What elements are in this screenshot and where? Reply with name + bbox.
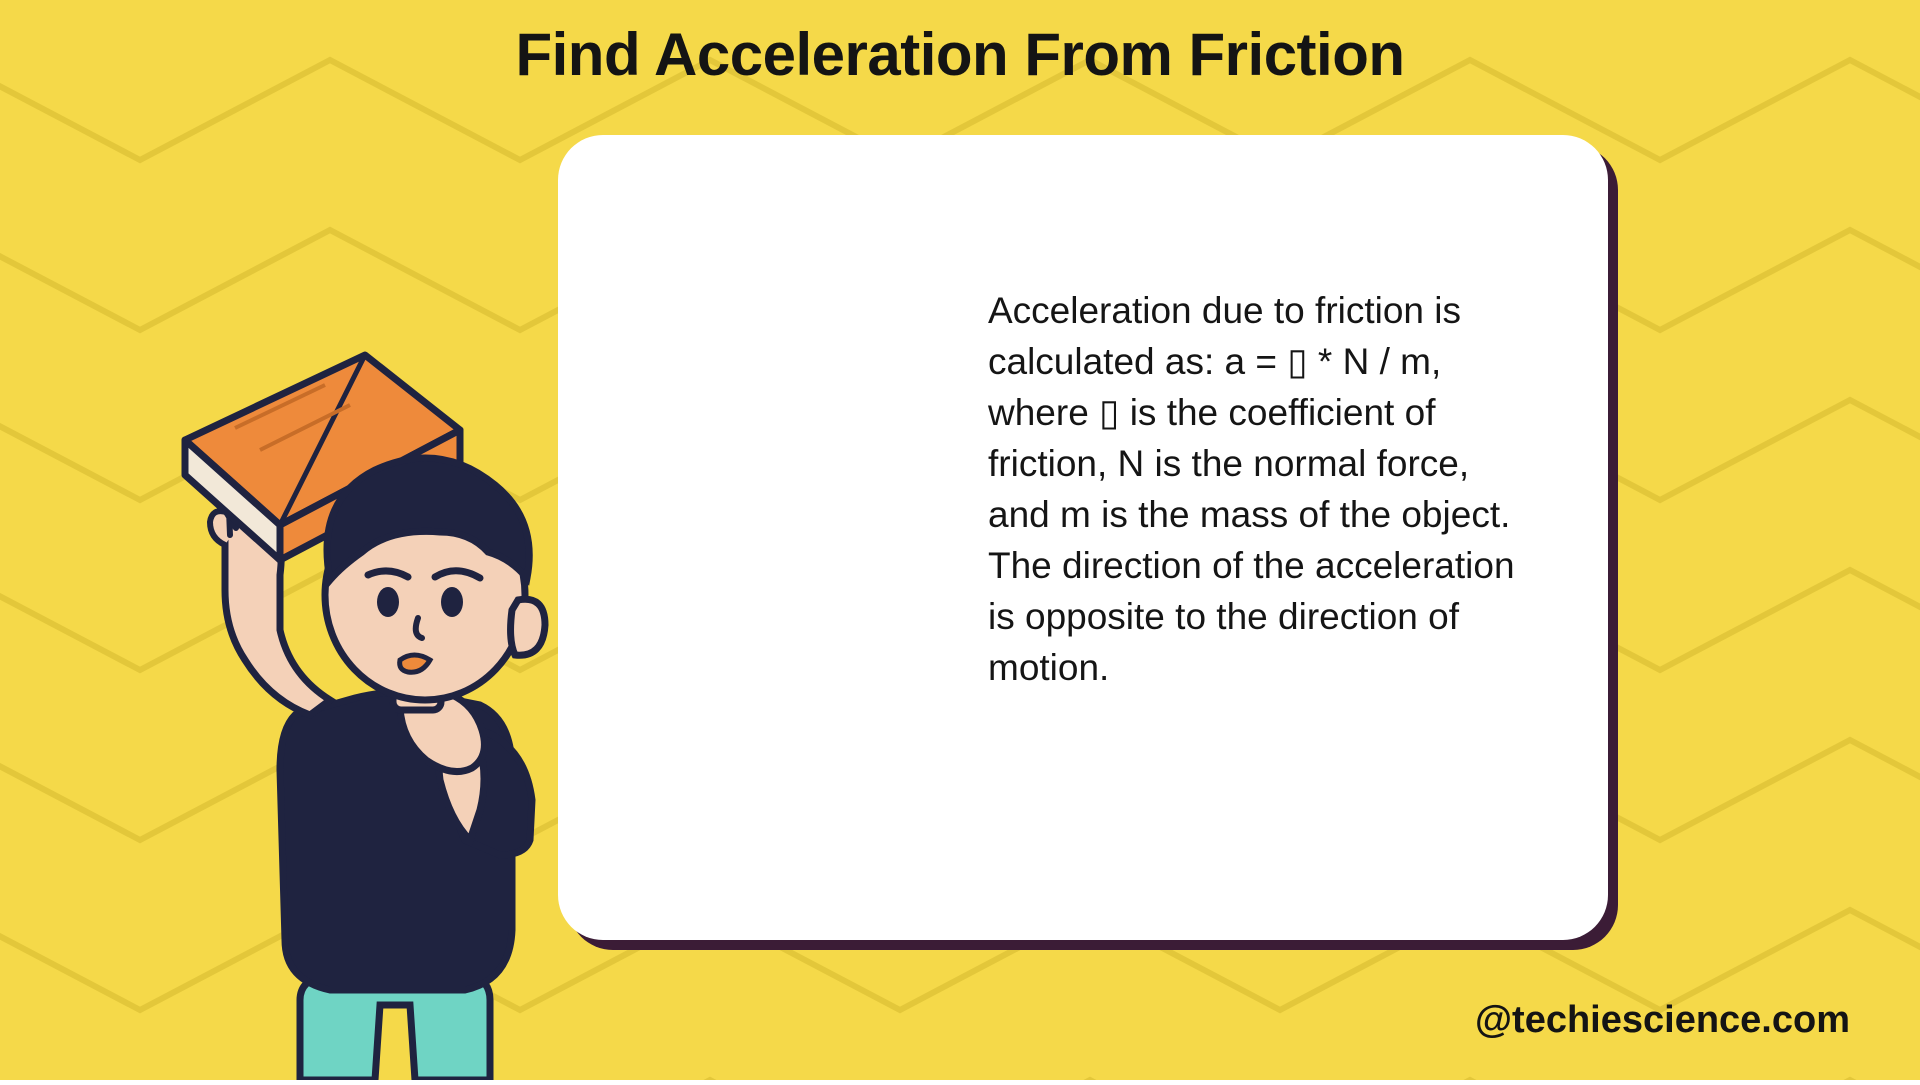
- body-text: Acceleration due to friction is calculat…: [988, 285, 1518, 693]
- infographic-stage: Find Acceleration From Friction Accelera…: [0, 0, 1920, 1080]
- content-card: Acceleration due to friction is calculat…: [558, 135, 1608, 940]
- attribution-text: @techiescience.com: [1475, 999, 1850, 1042]
- page-title: Find Acceleration From Friction: [0, 20, 1920, 89]
- thinking-student-illustration: [130, 300, 650, 1080]
